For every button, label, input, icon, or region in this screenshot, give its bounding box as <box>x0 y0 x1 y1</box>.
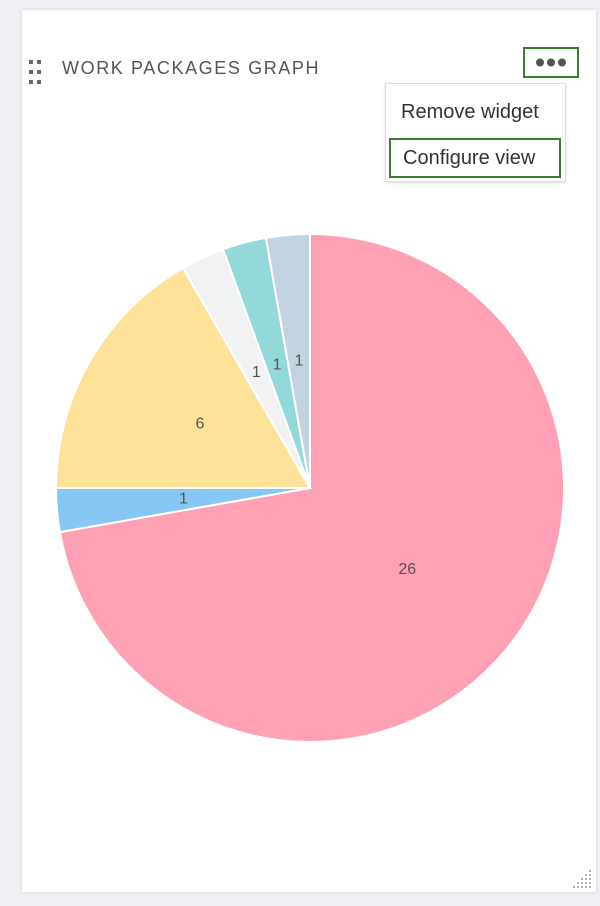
slice-label: 1 <box>273 357 282 374</box>
pie-slice <box>54 266 312 489</box>
menu-item[interactable]: Remove widget <box>401 101 539 123</box>
more-button[interactable] <box>523 47 579 78</box>
slice-label: 1 <box>179 490 188 507</box>
menu-item[interactable]: Configure view <box>389 138 561 178</box>
slice-label: 26 <box>398 561 416 578</box>
slice-label: 1 <box>294 353 303 370</box>
widget-title: WORK PACKAGES GRAPH <box>62 58 321 78</box>
drag-handle[interactable] <box>29 60 41 84</box>
pie-slice <box>58 232 565 743</box>
dropdown-menu: Remove widget Configure view <box>385 83 566 182</box>
slice-label: 6 <box>196 416 205 433</box>
pie-slice <box>264 232 311 489</box>
slice-label: 1 <box>252 364 261 381</box>
